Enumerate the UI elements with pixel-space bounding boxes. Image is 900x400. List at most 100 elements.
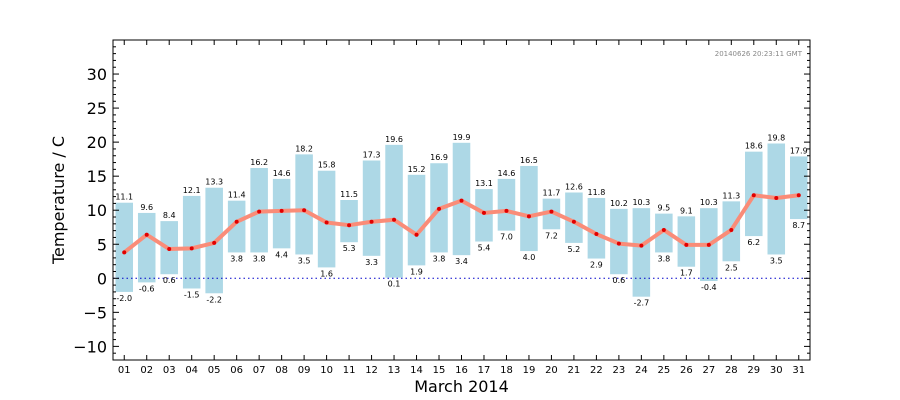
x-tick-label: 18	[500, 365, 513, 376]
x-tick-label: 26	[680, 365, 693, 376]
x-tick-label: 15	[433, 365, 446, 376]
max-value-label: 13.3	[205, 178, 223, 187]
max-value-label: 17.9	[790, 146, 808, 155]
min-value-label: -0.4	[701, 283, 717, 292]
x-tick-label: 07	[253, 365, 266, 376]
max-value-label: 16.5	[520, 156, 538, 165]
x-tick-label: 02	[140, 365, 153, 376]
x-tick-label: 14	[410, 365, 423, 376]
min-value-label: -0.6	[139, 284, 155, 293]
x-tick-label: 13	[388, 365, 401, 376]
x-tick-label: 10	[320, 365, 333, 376]
min-value-label: 1.7	[680, 269, 693, 278]
min-value-label: -2.7	[634, 299, 650, 308]
data-labels-layer: 11.1 -2.0 9.6 -0.6 8.4 0.6 12.1 -1.5 13.3 -2.2 11.…	[115, 133, 807, 308]
y-tick-label: 10	[87, 201, 107, 220]
mean-point	[347, 223, 352, 228]
min-value-label: 7.2	[545, 231, 558, 240]
mean-point	[796, 193, 801, 198]
x-tick-label: 03	[163, 365, 176, 376]
range-bar	[677, 216, 696, 267]
max-value-label: 18.2	[295, 144, 313, 153]
mean-point	[504, 208, 509, 213]
mean-point	[392, 217, 397, 222]
x-tick-label: 28	[725, 365, 738, 376]
mean-point	[526, 214, 531, 219]
range-bar	[520, 165, 538, 252]
max-value-label: 8.4	[163, 211, 176, 220]
min-value-label: 2.9	[590, 261, 603, 270]
x-tick-label: 11	[343, 365, 356, 376]
mean-point	[481, 210, 486, 215]
min-value-label: 3.8	[253, 254, 266, 263]
range-bar	[227, 200, 246, 253]
mean-point	[257, 209, 262, 214]
max-value-label: 18.6	[745, 142, 763, 151]
mean-point	[437, 206, 442, 211]
min-value-label: 3.5	[770, 256, 783, 265]
min-value-label: -1.5	[184, 291, 200, 300]
mean-point	[571, 219, 576, 224]
min-value-label: -2.2	[206, 295, 222, 304]
min-value-label: 4.4	[275, 250, 288, 259]
mean-line-layer	[122, 193, 801, 255]
mean-point	[189, 246, 194, 251]
x-tick-label: 16	[455, 365, 468, 376]
mean-point	[594, 232, 599, 237]
max-value-label: 9.1	[680, 206, 693, 215]
mean-point	[212, 240, 217, 245]
mean-point	[751, 193, 756, 198]
range-bar	[789, 156, 808, 220]
range-bar	[542, 198, 561, 230]
mean-point	[706, 242, 711, 247]
min-value-label: 5.2	[568, 245, 581, 254]
min-value-label: 5.4	[478, 244, 491, 253]
max-value-label: 19.8	[767, 133, 785, 142]
max-value-label: 11.5	[340, 190, 358, 199]
min-value-label: 3.8	[433, 254, 446, 263]
x-tick-label: 30	[770, 365, 783, 376]
mean-point	[144, 232, 149, 237]
x-tick-label: 04	[185, 365, 198, 376]
x-tick-label: 05	[208, 365, 221, 376]
y-tick-label: 0	[97, 269, 107, 288]
y-tick-label: 20	[87, 133, 107, 152]
min-value-label: 1.9	[410, 267, 423, 276]
range-bar	[317, 170, 336, 268]
min-value-label: -2.0	[116, 294, 132, 303]
max-value-label: 16.9	[430, 153, 448, 162]
range-bar	[655, 213, 673, 253]
x-tick-label: 31	[792, 365, 805, 376]
x-tick-label: 19	[523, 365, 536, 376]
y-axis: −10 −5 0 5 10 15 20 25 30	[73, 46, 810, 361]
x-tick-label: 09	[298, 365, 311, 376]
range-bar	[272, 178, 291, 249]
x-tick-label: 25	[657, 365, 670, 376]
max-value-label: 12.6	[565, 183, 583, 192]
max-value-label: 14.6	[498, 169, 516, 178]
max-value-label: 16.2	[250, 158, 268, 167]
x-tick-label: 21	[568, 365, 581, 376]
min-value-label: 0.6	[613, 276, 626, 285]
max-value-label: 10.2	[610, 199, 628, 208]
max-value-label: 17.3	[363, 151, 381, 160]
max-value-label: 11.7	[543, 189, 561, 198]
x-axis-title: March 2014	[414, 377, 509, 396]
range-bar	[295, 154, 313, 255]
range-bar	[497, 178, 516, 231]
y-tick-label: 5	[97, 235, 107, 254]
y-tick-label: −5	[83, 303, 107, 322]
x-tick-label: 08	[275, 365, 288, 376]
max-value-label: 13.1	[475, 179, 493, 188]
x-tick-label: 24	[635, 365, 648, 376]
range-bar	[340, 200, 358, 243]
mean-point	[414, 232, 419, 237]
max-value-label: 11.3	[722, 191, 740, 200]
x-tick-label: 23	[613, 365, 626, 376]
y-tick-label: 25	[87, 99, 107, 118]
range-bar	[182, 195, 201, 289]
mean-point	[661, 227, 666, 232]
y-tick-label: 30	[87, 65, 107, 84]
min-value-label: 4.0	[523, 253, 536, 262]
